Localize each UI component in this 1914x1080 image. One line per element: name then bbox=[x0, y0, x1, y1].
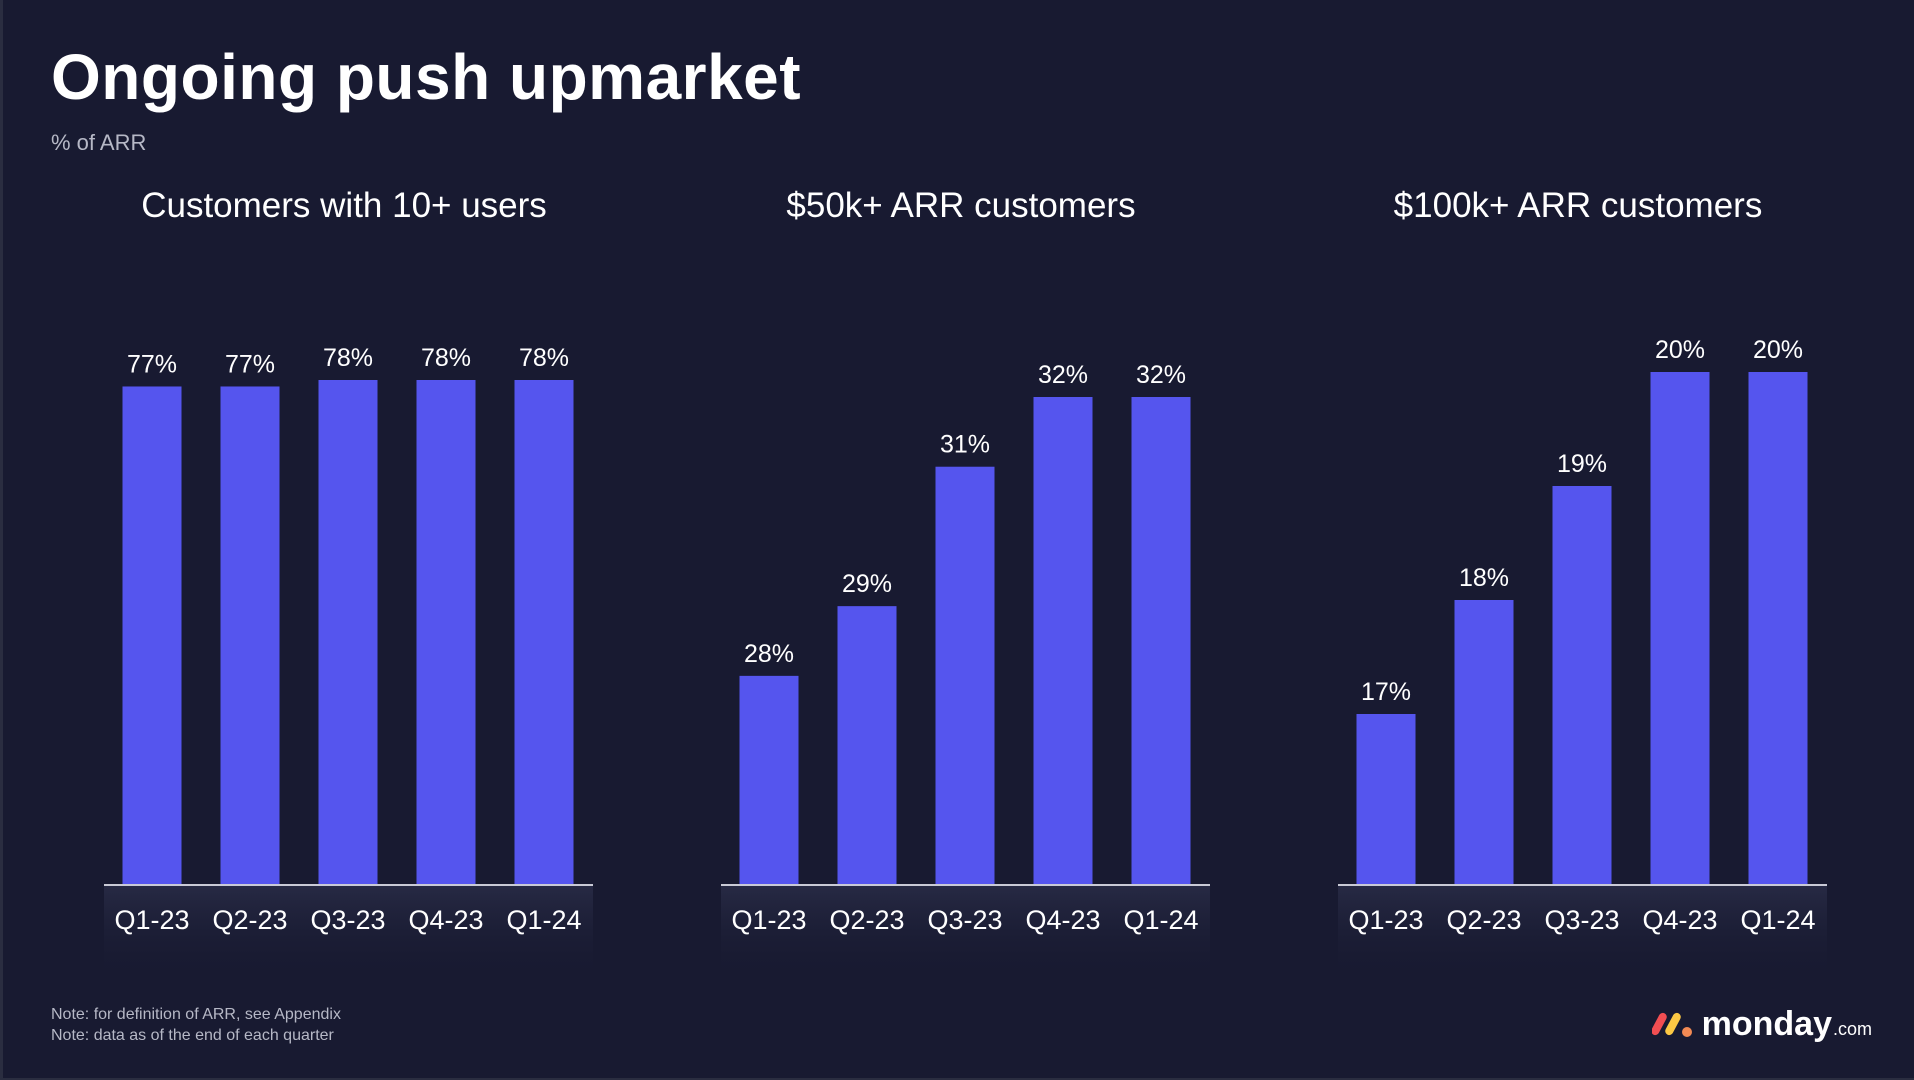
tick-label: Q4-23 bbox=[1025, 905, 1100, 935]
data-label: 20% bbox=[1753, 336, 1803, 364]
tick-label: Q4-23 bbox=[1642, 905, 1717, 935]
data-label: 20% bbox=[1655, 336, 1705, 364]
bar bbox=[1454, 600, 1514, 885]
chart-1: 77% Q1-23 77% Q2-23 78% Q3-23 78% Q4-23 78% Q1-24 bbox=[104, 344, 593, 980]
tick-label: Q1-23 bbox=[731, 905, 806, 935]
tick-label: Q3-23 bbox=[310, 905, 385, 935]
bar bbox=[739, 675, 799, 885]
tick-label: Q2-23 bbox=[1446, 905, 1521, 935]
bar bbox=[1552, 486, 1612, 885]
tick-label: Q4-23 bbox=[408, 905, 483, 935]
tick-label: Q3-23 bbox=[927, 905, 1002, 935]
axis-band bbox=[721, 885, 1210, 980]
monday-logo: monday .com bbox=[1651, 1000, 1872, 1044]
chart-title-10-plus-users: Customers with 10+ users bbox=[141, 186, 547, 225]
data-label: 32% bbox=[1136, 361, 1186, 389]
footnote-arr-definition: Note: for definition of ARR, see Appendi… bbox=[51, 1006, 341, 1023]
bar bbox=[318, 380, 378, 885]
page-title: Ongoing push upmarket bbox=[51, 41, 802, 113]
tick-label: Q1-23 bbox=[1348, 905, 1423, 935]
tick-label: Q2-23 bbox=[212, 905, 287, 935]
data-label: 17% bbox=[1361, 678, 1411, 706]
data-label: 28% bbox=[744, 640, 794, 668]
page-subtitle: % of ARR bbox=[51, 130, 147, 155]
tick-label: Q2-23 bbox=[829, 905, 904, 935]
axis-band bbox=[1338, 885, 1827, 980]
data-label: 29% bbox=[842, 570, 892, 598]
data-label: 18% bbox=[1459, 564, 1509, 592]
tick-label: Q1-24 bbox=[506, 905, 581, 935]
data-label: 19% bbox=[1557, 450, 1607, 478]
data-label: 77% bbox=[127, 350, 177, 378]
bar bbox=[220, 386, 280, 885]
bar bbox=[837, 606, 897, 885]
bar bbox=[1356, 714, 1416, 885]
tick-label: Q1-23 bbox=[114, 905, 189, 935]
bar bbox=[1033, 397, 1093, 885]
chart-title-50k-arr: $50k+ ARR customers bbox=[786, 186, 1136, 225]
logo-suffix: .com bbox=[1832, 1019, 1872, 1039]
data-label: 32% bbox=[1038, 361, 1088, 389]
chart-3: 17% Q1-23 18% Q2-23 19% Q3-23 20% Q4-23 20% Q1-24 bbox=[1338, 336, 1827, 980]
data-label: 78% bbox=[519, 344, 569, 372]
bar bbox=[514, 380, 574, 885]
data-label: 78% bbox=[421, 344, 471, 372]
bar bbox=[1131, 397, 1191, 885]
bar bbox=[416, 380, 476, 885]
footnote-data-timing: Note: data as of the end of each quarter bbox=[51, 1027, 334, 1044]
chart-title-100k-arr: $100k+ ARR customers bbox=[1393, 186, 1763, 225]
logo-wordmark: monday bbox=[1701, 1005, 1832, 1043]
bar bbox=[1650, 372, 1710, 885]
data-label: 77% bbox=[225, 350, 275, 378]
bar bbox=[1748, 372, 1808, 885]
monday-logo-icon bbox=[1651, 1012, 1692, 1037]
tick-label: Q3-23 bbox=[1544, 905, 1619, 935]
axis-band bbox=[104, 885, 593, 980]
bar bbox=[122, 386, 182, 885]
bar bbox=[935, 466, 995, 885]
data-label: 31% bbox=[940, 431, 990, 459]
tick-label: Q1-24 bbox=[1123, 905, 1198, 935]
data-label: 78% bbox=[323, 344, 373, 372]
tick-label: Q1-24 bbox=[1740, 905, 1815, 935]
chart-2: 28% Q1-23 29% Q2-23 31% Q3-23 32% Q4-23 32% Q1-24 bbox=[721, 361, 1210, 980]
